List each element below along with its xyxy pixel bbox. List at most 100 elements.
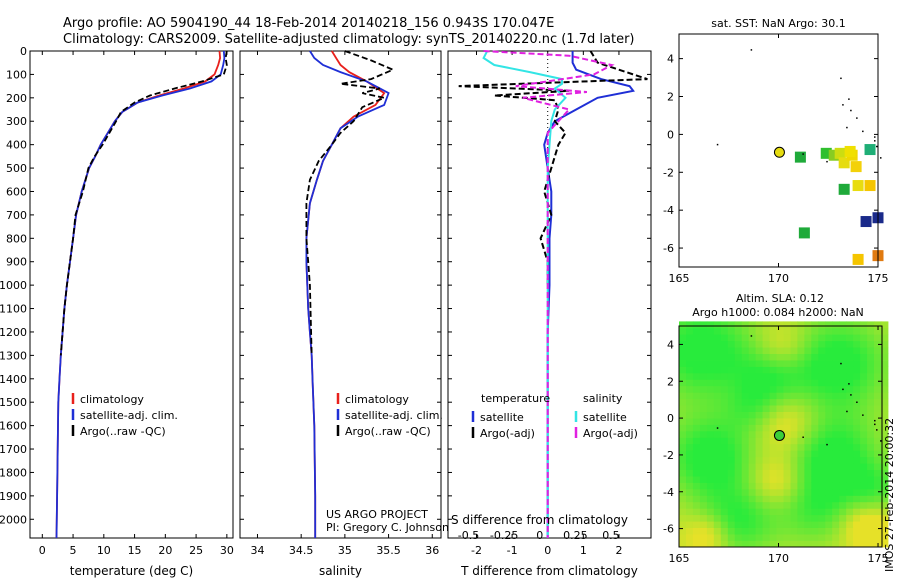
heatmap-cell bbox=[720, 431, 729, 438]
heatmap-cell bbox=[818, 385, 826, 393]
heatmap-cell bbox=[783, 398, 791, 406]
heatmap-cell bbox=[790, 527, 798, 535]
heatmap-cell bbox=[867, 489, 875, 496]
heatmap-cell bbox=[874, 418, 882, 425]
series-line-satellite-adj-clim- bbox=[305, 50, 390, 538]
heatmap-cell bbox=[769, 482, 777, 490]
sst-point bbox=[850, 161, 862, 173]
heatmap-cell bbox=[860, 373, 868, 380]
heatmap-cell bbox=[776, 334, 784, 342]
heatmap-cell bbox=[706, 411, 715, 419]
heatmap-cell bbox=[748, 443, 757, 451]
heatmap-cell bbox=[818, 321, 826, 329]
heatmap-cell bbox=[734, 431, 743, 438]
heatmap-cell bbox=[818, 450, 826, 458]
heatmap-cell bbox=[686, 347, 694, 354]
y-tick-label: 1500 bbox=[0, 396, 27, 409]
heatmap-cell bbox=[776, 521, 784, 528]
heatmap-cell bbox=[727, 327, 736, 335]
heatmap-cell bbox=[776, 373, 784, 380]
heatmap-cell bbox=[790, 366, 798, 374]
legend-label: Argo(..raw -QC) bbox=[80, 425, 166, 438]
heatmap-cell bbox=[804, 321, 812, 329]
heatmap-cell bbox=[769, 443, 777, 451]
heatmap-cell bbox=[825, 379, 833, 387]
heatmap-cell bbox=[860, 534, 868, 541]
heatmap-cell bbox=[846, 450, 854, 458]
heatmap-cell bbox=[804, 334, 812, 342]
heatmap-cell bbox=[769, 321, 777, 329]
island-dot bbox=[876, 145, 878, 148]
heatmap-cell bbox=[734, 373, 743, 380]
heatmap-cell bbox=[686, 495, 694, 503]
plot-frame bbox=[29, 50, 234, 539]
heatmap-cell bbox=[797, 508, 805, 516]
heatmap-cell bbox=[832, 334, 840, 342]
heatmap-cell bbox=[734, 495, 743, 503]
heatmap-cell bbox=[804, 347, 812, 354]
heatmap-cell bbox=[699, 527, 708, 535]
x-axis-label: T difference from climatology bbox=[460, 564, 638, 578]
heatmap-cell bbox=[867, 392, 875, 400]
heatmap-cell bbox=[860, 398, 868, 406]
heatmap-cell bbox=[832, 366, 840, 374]
heatmap-cell bbox=[720, 360, 729, 367]
heatmap-cell bbox=[679, 495, 687, 503]
heatmap-cell bbox=[755, 489, 763, 496]
heatmap-cell bbox=[825, 463, 833, 470]
heatmap-cell bbox=[832, 353, 840, 361]
heatmap-cell bbox=[720, 482, 729, 490]
heatmap-cell bbox=[825, 450, 833, 458]
heatmap-cell bbox=[699, 340, 708, 348]
island-dot bbox=[850, 394, 852, 396]
heatmap-cell bbox=[692, 463, 701, 470]
heatmap-cell bbox=[846, 411, 854, 419]
heatmap-cell bbox=[769, 398, 777, 406]
heatmap-cell bbox=[797, 463, 805, 470]
heatmap-cell bbox=[727, 334, 736, 342]
heatmap-cell bbox=[825, 456, 833, 464]
heatmap-cell bbox=[776, 418, 784, 425]
heatmap-cell bbox=[832, 321, 840, 329]
heatmap-cell bbox=[818, 340, 826, 348]
heatmap-cell bbox=[734, 540, 743, 548]
heatmap-cell bbox=[853, 321, 861, 329]
heatmap-cell bbox=[741, 360, 750, 367]
heatmap-cell bbox=[874, 360, 882, 367]
heatmap-cell bbox=[748, 489, 757, 496]
heatmap-cell bbox=[734, 476, 743, 483]
heatmap-cell bbox=[797, 521, 805, 528]
heatmap-cell bbox=[686, 405, 694, 412]
heatmap-cell bbox=[727, 521, 736, 528]
heatmap-cell bbox=[699, 353, 708, 361]
heatmap-cell bbox=[832, 385, 840, 393]
y-tick-label: -2 bbox=[663, 166, 674, 179]
heatmap-cell bbox=[832, 521, 840, 528]
heatmap-cell bbox=[818, 501, 826, 509]
heatmap-cell bbox=[853, 431, 861, 438]
sat-sst-map-panel: 165 170 175 4 2 0 -2 -4 -6 sat. SST: NaN Argo: 30… bbox=[663, 17, 888, 285]
heatmap-cell bbox=[797, 327, 805, 335]
heatmap-cell bbox=[727, 424, 736, 432]
heatmap-cell bbox=[818, 521, 826, 528]
heatmap-cell bbox=[699, 540, 708, 548]
heatmap-cell bbox=[699, 489, 708, 496]
heatmap-cell bbox=[825, 540, 833, 548]
heatmap-cell bbox=[755, 347, 763, 354]
heatmap-cell bbox=[769, 418, 777, 425]
heatmap-cell bbox=[804, 411, 812, 419]
heatmap-cell bbox=[839, 411, 847, 419]
heatmap-cell bbox=[825, 469, 833, 477]
heatmap-cell bbox=[720, 321, 729, 329]
heatmap-cell bbox=[692, 527, 701, 535]
heatmap-cell bbox=[839, 443, 847, 451]
heatmap-cell bbox=[846, 373, 854, 380]
heatmap-cell bbox=[783, 373, 791, 380]
x-tick-label: 36 bbox=[425, 544, 439, 557]
heatmap-cell bbox=[846, 360, 854, 367]
heatmap-cell bbox=[867, 411, 875, 419]
heatmap-cell bbox=[783, 340, 791, 348]
heatmap-cell bbox=[713, 463, 722, 470]
heatmap-cell bbox=[846, 534, 854, 541]
y-tick-label: 100 bbox=[6, 68, 27, 81]
